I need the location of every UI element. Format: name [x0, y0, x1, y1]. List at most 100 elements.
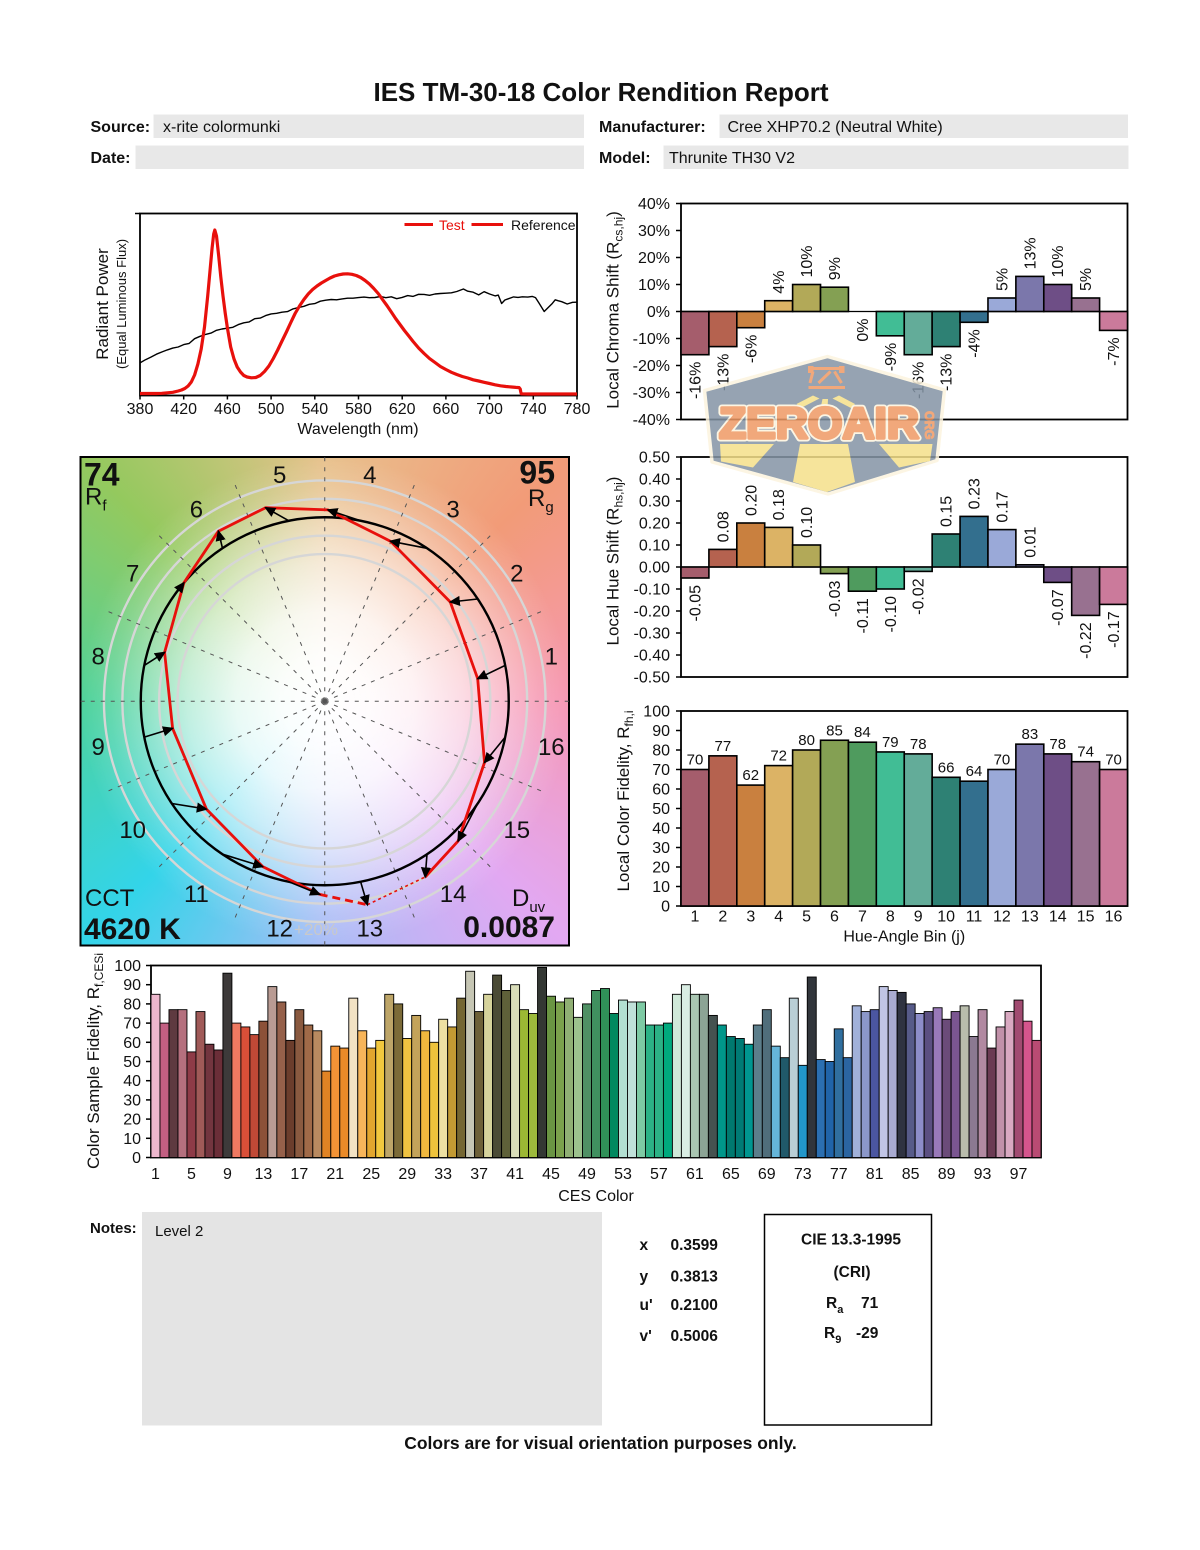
svg-text:ZEROAIR: ZEROAIR: [719, 399, 919, 448]
svg-text:-0.30: -0.30: [634, 626, 671, 643]
svg-text:17: 17: [290, 1166, 308, 1183]
svg-text:7: 7: [858, 909, 867, 926]
svg-text:IES TM-30-18 Color Rendition R: IES TM-30-18 Color Rendition Report: [373, 77, 828, 107]
svg-text:0.40: 0.40: [639, 472, 670, 489]
svg-text:620: 620: [389, 401, 416, 418]
svg-text:-6%: -6%: [743, 335, 760, 363]
svg-text:45: 45: [542, 1166, 560, 1183]
svg-text:-0.11: -0.11: [855, 598, 872, 633]
svg-text:50: 50: [652, 801, 670, 818]
svg-text:16: 16: [538, 734, 565, 761]
svg-text:540: 540: [301, 401, 328, 418]
svg-text:Colors are for visual orientat: Colors are for visual orientation purpos…: [404, 1433, 797, 1453]
svg-text:Manufacturer:: Manufacturer:: [599, 119, 706, 136]
svg-text:Local Hue Shift (Rhs,hj): Local Hue Shift (Rhs,hj): [604, 477, 626, 646]
svg-text:660: 660: [433, 401, 460, 418]
svg-text:Radiant Power: Radiant Power: [93, 248, 112, 360]
svg-text:4%: 4%: [771, 271, 788, 294]
svg-text:0.3599: 0.3599: [671, 1237, 719, 1254]
svg-text:420: 420: [170, 401, 197, 418]
svg-text:0.2100: 0.2100: [671, 1297, 718, 1314]
svg-text:5: 5: [273, 462, 286, 489]
svg-text:11: 11: [966, 909, 983, 926]
svg-text:85: 85: [902, 1166, 920, 1183]
svg-text:-0.02: -0.02: [911, 578, 928, 615]
svg-text:30: 30: [652, 840, 670, 857]
svg-text:(Equal Luminous Flux): (Equal Luminous Flux): [114, 239, 129, 369]
svg-text:95: 95: [519, 455, 555, 491]
svg-text:380: 380: [127, 401, 154, 418]
svg-text:10%: 10%: [1050, 245, 1067, 277]
svg-text:4620 K: 4620 K: [84, 913, 181, 946]
svg-text:81: 81: [866, 1166, 884, 1183]
svg-text:-0.03: -0.03: [827, 580, 844, 617]
svg-text:10: 10: [652, 879, 670, 896]
svg-text:15: 15: [1077, 909, 1095, 926]
svg-text:-0.40: -0.40: [634, 648, 671, 665]
svg-text:-13%: -13%: [715, 354, 732, 391]
svg-text:-9%: -9%: [883, 343, 900, 371]
svg-text:0.23: 0.23: [967, 478, 984, 509]
svg-text:CES Color: CES Color: [558, 1188, 634, 1205]
svg-text:3: 3: [446, 497, 459, 524]
svg-text:100: 100: [114, 958, 141, 975]
svg-text:Notes:: Notes:: [90, 1220, 137, 1237]
svg-text:-13%: -13%: [939, 354, 956, 391]
svg-text:71: 71: [861, 1295, 879, 1312]
svg-text:10: 10: [119, 817, 146, 844]
svg-text:0.01: 0.01: [1022, 527, 1039, 558]
svg-text:780: 780: [564, 401, 591, 418]
svg-text:37: 37: [470, 1166, 488, 1183]
svg-text:-0.07: -0.07: [1050, 589, 1067, 626]
svg-text:0.08: 0.08: [715, 511, 732, 542]
svg-text:7: 7: [126, 560, 139, 587]
svg-text:Ra: Ra: [826, 1295, 844, 1316]
svg-text:460: 460: [214, 401, 241, 418]
svg-text:4: 4: [774, 909, 783, 926]
svg-text:2: 2: [510, 560, 523, 587]
svg-text:11: 11: [184, 881, 209, 908]
svg-text:-29: -29: [856, 1325, 879, 1342]
svg-text:0%: 0%: [647, 304, 670, 321]
svg-text:77: 77: [715, 738, 732, 755]
svg-text:66: 66: [938, 759, 955, 776]
svg-text:64: 64: [966, 763, 983, 780]
svg-text:Thrunite TH30 V2: Thrunite TH30 V2: [669, 150, 795, 167]
svg-text:10: 10: [123, 1131, 141, 1148]
svg-text:-0.50: -0.50: [634, 670, 671, 687]
svg-text:700: 700: [476, 401, 503, 418]
svg-text:2: 2: [718, 909, 727, 926]
svg-text:14: 14: [1049, 909, 1067, 926]
svg-text:x: x: [640, 1237, 649, 1254]
svg-text:Local Chroma Shift (Rcs,hj): Local Chroma Shift (Rcs,hj): [604, 211, 626, 409]
svg-text:97: 97: [1010, 1166, 1028, 1183]
svg-text:80: 80: [123, 996, 141, 1013]
svg-text:Rf: Rf: [85, 484, 107, 515]
svg-text:6: 6: [190, 497, 203, 524]
svg-text:90: 90: [652, 723, 670, 740]
svg-text:Source:: Source:: [91, 119, 151, 136]
svg-text:20%: 20%: [638, 250, 670, 267]
svg-text:10%: 10%: [799, 245, 816, 277]
svg-text:y: y: [640, 1269, 649, 1286]
svg-text:20: 20: [652, 860, 670, 877]
svg-text:70: 70: [1105, 752, 1122, 769]
svg-text:93: 93: [974, 1166, 992, 1183]
svg-text:72: 72: [770, 748, 787, 765]
svg-text:-30%: -30%: [633, 385, 670, 402]
svg-text:40: 40: [652, 821, 670, 838]
svg-text:41: 41: [506, 1166, 524, 1183]
svg-text:49: 49: [578, 1166, 596, 1183]
svg-text:v': v': [640, 1328, 652, 1345]
svg-text:-0.10: -0.10: [634, 582, 671, 599]
svg-text:0.3813: 0.3813: [671, 1269, 719, 1286]
svg-text:-10%: -10%: [633, 331, 670, 348]
svg-text:ORG: ORG: [922, 411, 936, 439]
svg-text:15: 15: [503, 817, 530, 844]
svg-text:80: 80: [798, 732, 815, 749]
svg-text:-0.20: -0.20: [634, 604, 671, 621]
svg-text:69: 69: [758, 1166, 776, 1183]
svg-text:500: 500: [258, 401, 285, 418]
svg-text:4: 4: [363, 462, 376, 489]
svg-text:(CRI): (CRI): [833, 1264, 870, 1281]
